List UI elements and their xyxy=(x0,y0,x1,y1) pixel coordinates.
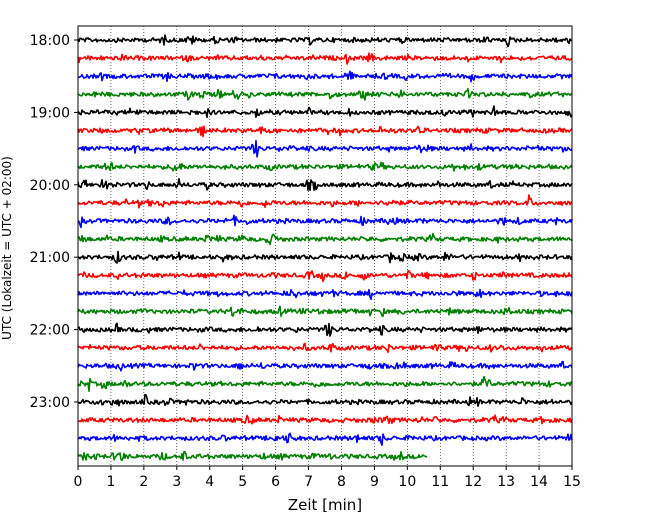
y-tick-label-2200: 22:00 xyxy=(30,323,70,339)
trace-2300 xyxy=(77,393,573,407)
trace-2215 xyxy=(77,342,573,354)
trace-2145 xyxy=(77,305,573,318)
trace-2245 xyxy=(77,375,573,392)
x-tick-label-0: 0 xyxy=(74,474,83,490)
x-tick-label-9: 9 xyxy=(370,474,379,490)
y-tick-label-2000: 20:00 xyxy=(30,178,70,194)
grid-lines xyxy=(110,26,540,466)
trace-1830 xyxy=(77,70,573,83)
trace-2230 xyxy=(77,360,573,372)
trace-1915 xyxy=(77,125,573,138)
trace-2115 xyxy=(77,269,573,283)
x-tick-label-4: 4 xyxy=(205,474,214,490)
trace-2015 xyxy=(77,194,573,209)
x-axis-label: Zeit [min] xyxy=(288,496,362,514)
x-tick-label-8: 8 xyxy=(337,474,346,490)
trace-2315 xyxy=(77,414,573,425)
x-axis: 0 1 2 3 4 5 6 7 8 9 10 11 12 13 14 15 xyxy=(74,466,581,490)
x-tick-label-12: 12 xyxy=(464,474,482,490)
x-tick-label-14: 14 xyxy=(530,474,548,490)
trace-2000 xyxy=(77,178,573,192)
y-tick-label-2100: 21:00 xyxy=(30,250,70,266)
trace-1900 xyxy=(77,105,573,119)
x-tick-label-2: 2 xyxy=(139,474,148,490)
trace-2200 xyxy=(77,322,573,337)
plot-area-frame xyxy=(77,25,573,467)
trace-1845 xyxy=(77,87,573,101)
trace-2345 xyxy=(77,450,428,462)
x-tick-label-5: 5 xyxy=(238,474,247,490)
x-tick-label-13: 13 xyxy=(497,474,515,490)
trace-2330 xyxy=(77,432,573,447)
x-tick-label-6: 6 xyxy=(271,474,280,490)
y-tick-label-2300: 23:00 xyxy=(30,395,70,411)
trace-2045 xyxy=(77,232,573,246)
y-tick-label-1900: 19:00 xyxy=(30,105,70,121)
x-tick-label-1: 1 xyxy=(106,474,115,490)
y-axis: 18:00 19:00 20:00 21:00 22:00 23:00 xyxy=(30,33,78,411)
x-tick-label-11: 11 xyxy=(431,474,449,490)
y-tick-label-1800: 18:00 xyxy=(30,33,70,49)
x-tick-label-7: 7 xyxy=(304,474,313,490)
trace-1800 xyxy=(77,34,573,48)
x-tick-label-3: 3 xyxy=(172,474,181,490)
x-tick-label-10: 10 xyxy=(398,474,416,490)
trace-1945 xyxy=(77,161,573,172)
trace-1815 xyxy=(77,52,573,65)
y-axis-label: UTC (Lokalzeit = UTC + 02:00) xyxy=(0,156,14,340)
seismic-traces xyxy=(77,34,573,462)
x-tick-label-15: 15 xyxy=(563,474,581,490)
trace-2100 xyxy=(77,250,573,264)
trace-2030 xyxy=(77,214,573,229)
trace-2130 xyxy=(77,288,573,301)
trace-1930 xyxy=(77,139,573,158)
